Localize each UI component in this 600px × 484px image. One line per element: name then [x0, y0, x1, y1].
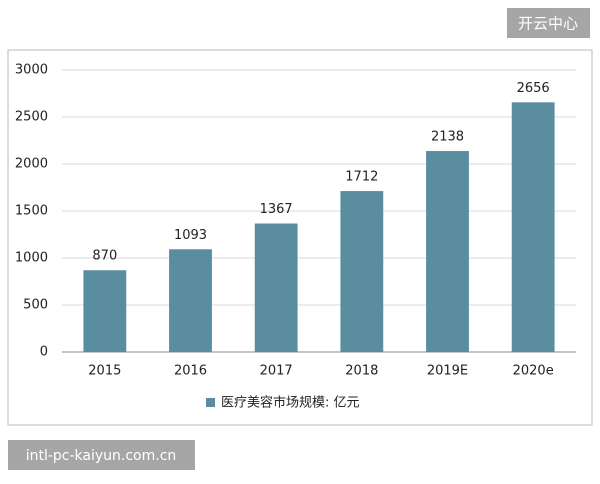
bar — [83, 270, 127, 352]
x-tick-label: 2015 — [88, 364, 121, 379]
bar — [169, 249, 212, 352]
y-tick-label: 0 — [40, 345, 48, 360]
y-tick-label: 500 — [23, 298, 48, 313]
chart-frame — [7, 49, 593, 426]
data-label: 870 — [92, 249, 117, 264]
watermark: intl-pc-kaiyun.com.cn — [26, 448, 177, 464]
badge: 开云中心 — [518, 15, 578, 33]
bar — [254, 223, 298, 352]
x-tick-label: 2020e — [513, 364, 554, 379]
y-tick-label: 1500 — [15, 204, 48, 219]
data-label: 1367 — [260, 202, 293, 217]
y-tick-label: 3000 — [15, 63, 48, 78]
legend-label: 医疗美容市场规模: 亿元 — [221, 395, 360, 411]
data-label: 2138 — [431, 130, 464, 145]
x-tick-label: 2017 — [260, 364, 293, 379]
bar — [340, 191, 384, 352]
y-tick-label: 2000 — [15, 157, 48, 172]
data-label: 1712 — [345, 170, 378, 185]
data-label: 1093 — [174, 228, 207, 243]
y-tick-label: 2500 — [15, 110, 48, 125]
watermark-box — [8, 440, 195, 470]
bar — [426, 151, 469, 352]
bar — [511, 102, 555, 352]
y-tick-label: 1000 — [15, 251, 48, 266]
x-tick-label: 2016 — [174, 364, 207, 379]
x-tick-label: 2018 — [345, 364, 378, 379]
data-label: 2656 — [517, 81, 550, 96]
x-tick-label: 2019E — [427, 364, 468, 379]
badge-box — [507, 8, 590, 38]
legend-swatch — [206, 398, 215, 407]
